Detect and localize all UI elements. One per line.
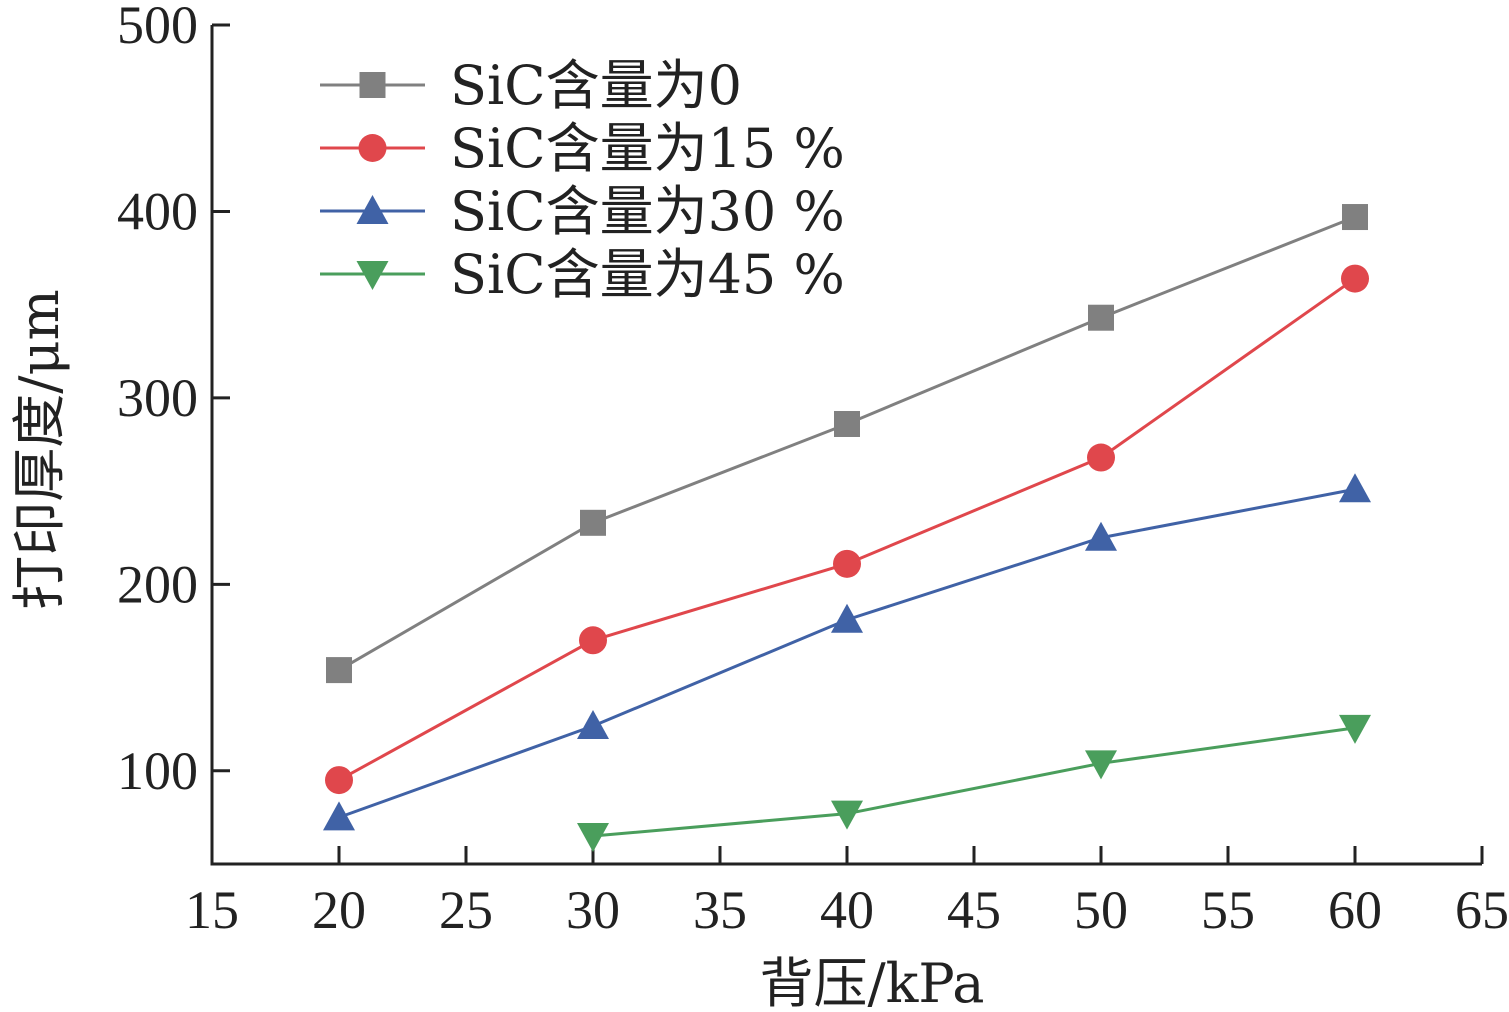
data-point [834, 410, 860, 437]
data-point [577, 823, 609, 853]
data-point [1339, 473, 1371, 503]
legend-label: SiC含量为0 [450, 54, 742, 117]
legend-label: SiC含量为45 % [450, 243, 845, 306]
data-point [577, 710, 609, 740]
series-0 [326, 204, 1368, 684]
data-point [323, 801, 355, 831]
x-tick-label: 55 [1201, 880, 1255, 940]
series-line-1 [338, 277, 1356, 782]
x-tick-label: 25 [439, 880, 493, 940]
x-axis-label: 背压/kPa [759, 952, 984, 1012]
data-point [325, 766, 353, 795]
series-group [323, 204, 1371, 853]
data-point [1342, 204, 1368, 231]
series-1 [325, 264, 1369, 795]
y-tick-label: 300 [117, 368, 198, 428]
legend-item-1: SiC含量为15 % [320, 117, 845, 180]
series-line-2 [338, 487, 1356, 819]
data-point [831, 800, 863, 830]
y-axis-label: 打印厚度/μm [8, 289, 71, 610]
x-tick-label: 40 [820, 880, 874, 940]
data-point [833, 549, 861, 578]
series-line-3 [592, 726, 1356, 838]
x-tick-label: 60 [1328, 880, 1382, 940]
legend-item-0: SiC含量为0 [320, 54, 742, 117]
data-point [1088, 304, 1114, 331]
data-point [1339, 714, 1371, 744]
axes: 15 20 25 30 35 40 45 50 55 60 65 100 200 300 400 500 [117, 0, 1509, 940]
data-point [1341, 264, 1369, 293]
x-tick-label: 30 [566, 880, 620, 940]
y-tick-label: 400 [117, 181, 198, 241]
legend-label: SiC含量为15 % [450, 117, 845, 180]
data-point [580, 509, 606, 536]
series-2 [323, 473, 1371, 831]
data-point [1087, 443, 1115, 472]
data-point [1085, 750, 1117, 780]
y-tick-label: 200 [117, 554, 198, 614]
legend-item-2: SiC含量为30 % [320, 180, 845, 243]
legend-marker [359, 72, 386, 98]
x-tick-label: 45 [947, 880, 1001, 940]
y-tick-label: 500 [117, 0, 198, 55]
x-tick-label: 15 [185, 880, 239, 940]
legend-marker [358, 134, 387, 162]
legend-marker [356, 261, 389, 290]
legend-item-3: SiC含量为45 % [320, 243, 845, 306]
y-tick-label: 100 [117, 741, 198, 801]
x-tick-label: 35 [693, 880, 747, 940]
x-tick-label: 20 [312, 880, 366, 940]
data-point [326, 657, 352, 684]
legend-marker [356, 195, 389, 224]
x-tick-label: 65 [1455, 880, 1509, 940]
data-point [831, 603, 863, 633]
data-point [1085, 521, 1117, 551]
x-tick-label: 50 [1074, 880, 1128, 940]
legend-label: SiC含量为30 % [450, 180, 845, 243]
series-3 [577, 714, 1371, 853]
data-point [579, 626, 607, 655]
